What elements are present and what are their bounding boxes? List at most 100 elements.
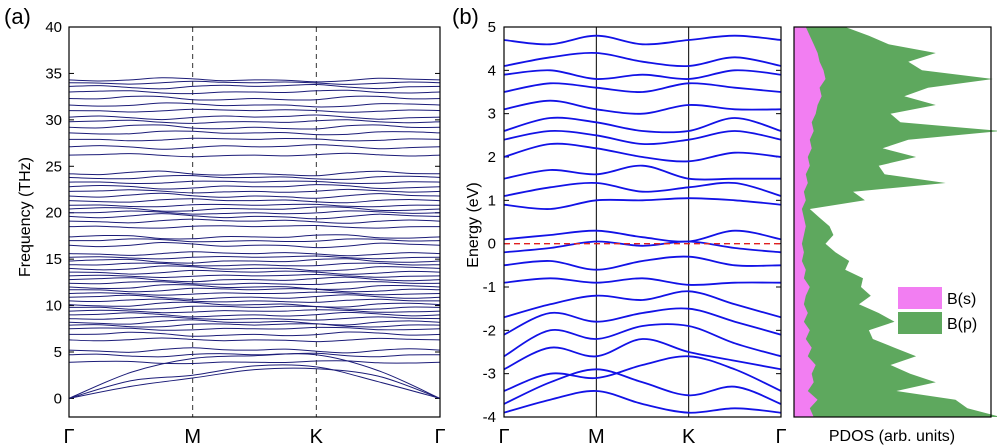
- optical-branch: [68, 198, 441, 204]
- electronic-band: [504, 34, 781, 46]
- electronic-band: [504, 240, 781, 254]
- optical-branch: [68, 180, 441, 184]
- electronic-band: [504, 368, 781, 405]
- acoustic-branch: [68, 353, 441, 399]
- legend-swatch-bs: [898, 287, 942, 309]
- pdos-xlabel: PDOS (arb. units): [829, 428, 955, 445]
- panel-b-xtick-label: Γ: [775, 426, 786, 448]
- panel-a-xtick-label: Γ: [434, 426, 445, 448]
- electronic-band: [504, 142, 781, 163]
- electronic-band: [504, 290, 781, 319]
- panel-a-ytick-label: 40: [45, 19, 62, 36]
- optical-branch: [68, 238, 441, 243]
- optical-branch: [68, 108, 441, 113]
- optical-branch: [68, 319, 441, 326]
- panel-b-ylabel: Energy (eV): [465, 182, 482, 267]
- panel-b: (b) Energy (eV) -4 -3 -2 -1 0 1 2 3 4 5 Γ M K Γ: [452, 4, 787, 448]
- optical-branch: [68, 170, 441, 177]
- panel-a-ytick-label: 5: [54, 344, 62, 361]
- panel-b-xtick-label: K: [682, 426, 696, 448]
- optical-branch: [68, 291, 441, 296]
- optical-branch: [68, 273, 441, 279]
- legend-label-bp: B(p): [947, 316, 977, 333]
- panel-b-ytick-label: -4: [483, 409, 496, 426]
- panel-a-ytick-label: 20: [45, 205, 62, 222]
- optical-branch: [68, 184, 441, 190]
- panel-b-xtick-label: M: [588, 426, 605, 448]
- optical-branch: [68, 251, 441, 257]
- electronic-band: [504, 116, 781, 134]
- optical-branch: [68, 269, 441, 275]
- panel-b-label: (b): [452, 4, 479, 29]
- pdos-areas: [794, 27, 997, 417]
- electronic-band: [504, 82, 781, 93]
- panel-b-ytick-labels: -4 -3 -2 -1 0 1 2 3 4 5: [483, 19, 781, 426]
- panel-b-electronic-bands: [504, 34, 781, 414]
- panel-b-ytick-label: 0: [488, 236, 496, 253]
- optical-branch: [68, 309, 441, 314]
- optical-branch: [68, 316, 441, 321]
- optical-branch: [68, 114, 441, 121]
- optical-branch: [68, 276, 441, 283]
- electronic-band: [504, 338, 781, 371]
- panel-b-xtick-label: Γ: [498, 426, 509, 448]
- panel-a-ytick-label: 35: [45, 65, 62, 82]
- optical-branch: [68, 152, 441, 158]
- electronic-band: [504, 277, 781, 286]
- panel-b-ytick-label: 4: [488, 62, 496, 79]
- pdos-frame: [793, 26, 992, 418]
- electronic-band: [504, 355, 781, 392]
- panel-pdos: PDOS (arb. units) B(s) B(p): [793, 26, 997, 445]
- optical-branch: [68, 284, 441, 290]
- optical-branch: [68, 213, 441, 220]
- optical-branch: [68, 130, 441, 136]
- electronic-band: [504, 255, 781, 271]
- pdos-legend: B(s) B(p): [898, 287, 977, 334]
- panel-b-ytick-label: 5: [488, 19, 496, 36]
- optical-branch: [68, 287, 441, 293]
- optical-branch: [68, 281, 441, 286]
- panel-a-ytick-label: 15: [45, 251, 62, 268]
- optical-branch: [68, 95, 441, 101]
- panel-a-ytick-label: 25: [45, 158, 62, 175]
- acoustic-branch: [68, 367, 441, 399]
- optical-branch: [68, 265, 441, 272]
- electronic-band: [504, 390, 781, 414]
- optical-branch: [68, 77, 441, 83]
- electronic-band: [504, 99, 781, 115]
- panel-b-ytick-label: 1: [488, 192, 496, 209]
- pdos-area-bp: [794, 27, 997, 417]
- panel-a-frame: [68, 26, 441, 418]
- optical-branch: [68, 234, 441, 240]
- panel-a-ylabel: Frequency (THz): [17, 157, 34, 277]
- legend-swatch-bp: [898, 312, 942, 334]
- optical-branch: [68, 192, 441, 199]
- optical-branch: [68, 203, 441, 208]
- optical-branch: [68, 311, 441, 318]
- optical-branch: [68, 352, 441, 358]
- optical-branch: [68, 89, 441, 95]
- optical-branch: [68, 294, 441, 300]
- acoustic-branch: [68, 364, 441, 399]
- optical-branch: [68, 124, 441, 130]
- electronic-band: [504, 129, 781, 146]
- optical-branch: [68, 331, 441, 337]
- panel-a-ytick-label: 30: [45, 112, 62, 129]
- optical-branch: [68, 298, 441, 303]
- optical-branch: [68, 224, 441, 229]
- panel-a-xtick-label: M: [184, 426, 201, 448]
- electronic-band: [504, 51, 781, 68]
- panel-b-ytick-label: -3: [483, 366, 496, 383]
- panel-a-phonon-branches: [68, 77, 441, 399]
- optical-branch: [68, 144, 441, 150]
- panel-a-label: (a): [4, 4, 31, 29]
- optical-branch: [68, 347, 441, 354]
- panel-a: (a) Frequency (THz) 0 5 10 15 20 25 30 35 40 Γ M K…: [4, 4, 446, 448]
- optical-branch: [68, 337, 441, 343]
- optical-branch: [68, 360, 441, 365]
- optical-branch: [68, 262, 441, 267]
- optical-branch: [68, 83, 441, 90]
